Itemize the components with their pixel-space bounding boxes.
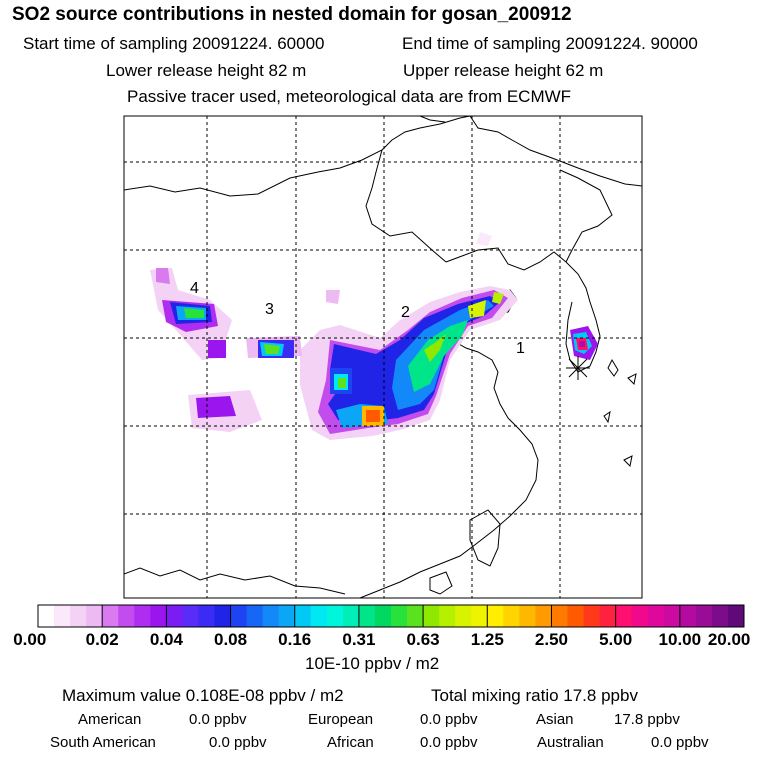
colorbar-cell (262, 605, 280, 627)
colorbar-cell (358, 605, 376, 627)
colorbar-cell (374, 605, 392, 627)
colorbar-cell (647, 605, 665, 627)
colorbar-cell (198, 605, 215, 627)
total-mixing-ratio-text: Total mixing ratio 17.8 ppbv (431, 686, 638, 705)
colorbar-cell (583, 605, 601, 627)
maximum-value-text: Maximum value 0.108E-08 ppbv / m2 (62, 686, 344, 705)
colorbar-cell (503, 605, 520, 627)
coastline-borders (124, 116, 642, 598)
asian-value: 17.8 ppbv (614, 711, 680, 728)
colorbar-cell (54, 605, 71, 627)
graticule-grid (124, 116, 642, 598)
colorbar-cell (455, 605, 472, 627)
colorbar-cell (310, 605, 328, 627)
colorbar-tick-label: 1.25 (470, 630, 504, 649)
colorbar-cell (391, 605, 408, 627)
colorbar-tick-label: 5.00 (599, 630, 633, 649)
australian-label: Australian (537, 734, 604, 751)
south-american-value: 0.0 ppbv (209, 734, 267, 751)
colorbar-cell (471, 605, 488, 627)
colorbar-frame (37, 604, 745, 628)
european-label: European (308, 711, 374, 728)
colorbar-cell (246, 605, 264, 627)
colorbar-cell (423, 605, 440, 627)
colorbar-cell (487, 605, 504, 627)
colorbar-tick-label: 2.50 (534, 630, 568, 649)
colorbar-cell (407, 605, 424, 627)
colorbar-cell (631, 605, 649, 627)
south-american-label: South American (50, 734, 156, 751)
colorbar-cell (70, 605, 87, 627)
colorbar-cell (326, 605, 344, 627)
colorbar-tick-label: 20.00 (707, 630, 751, 649)
colorbar-cell (615, 605, 633, 627)
asian-label: Asian (536, 711, 574, 728)
region-label-2: 2 (401, 304, 410, 321)
region-label-3: 3 (265, 301, 274, 318)
end-sampling-text: End time of sampling 20091224. 90000 (402, 34, 698, 53)
european-value: 0.0 ppbv (420, 711, 478, 728)
colorbar-cell (166, 605, 183, 627)
colorbar-cell (342, 605, 360, 627)
colorbar-cell (599, 605, 617, 627)
colorbar-tick-label: 0.08 (213, 630, 248, 649)
american-label: American (78, 711, 142, 728)
colorbar-cell (439, 605, 456, 627)
colorbar-cell (711, 605, 729, 627)
region-label-4: 4 (190, 280, 199, 297)
colorbar-tick-label: 0.02 (85, 630, 119, 649)
colorbar-cell (727, 605, 745, 627)
colorbar-cell (102, 605, 119, 627)
lower-release-text: Lower release height 82 m (106, 61, 307, 80)
colorbar-cell (567, 605, 585, 627)
american-value: 0.0 ppbv (189, 711, 247, 728)
colorbar-unit: 10E-10 ppbv / m2 (305, 654, 440, 673)
tracer-note-text: Passive tracer used, meteorological data… (127, 87, 572, 106)
colorbar-cell (230, 605, 248, 627)
colorbar-tick-label: 0.63 (406, 630, 440, 649)
african-label: African (327, 734, 374, 751)
colorbar-cell (182, 605, 199, 627)
colorbar-tick-label: 0.16 (278, 630, 312, 649)
upper-release-text: Upper release height 62 m (403, 61, 604, 80)
colorbar-cell (38, 605, 55, 627)
receptor-asterisk-marker (566, 356, 590, 380)
start-sampling-text: Start time of sampling 20091224. 60000 (23, 34, 325, 53)
australian-value: 0.0 ppbv (651, 734, 709, 751)
colorbar-cell (695, 605, 713, 627)
colorbar-cell (551, 605, 568, 627)
african-value: 0.0 ppbv (420, 734, 478, 751)
colorbar-cell (294, 605, 312, 627)
colorbar-cell (679, 605, 697, 627)
colorbar-cell (214, 605, 232, 627)
colorbar-cells (38, 605, 745, 627)
colorbar-tick-label: 0.31 (342, 630, 376, 649)
colorbar-tick-label: 0.00 (13, 630, 47, 649)
region-label-1: 1 (516, 340, 525, 357)
colorbar-tick-label: 10.00 (658, 630, 702, 649)
colorbar-cell (150, 605, 167, 627)
concentration-plume (150, 232, 598, 440)
map-frame (123, 115, 643, 599)
colorbar-cell (519, 605, 536, 627)
colorbar-cell (535, 605, 552, 627)
colorbar-cell (278, 605, 296, 627)
colorbar-cell (134, 605, 151, 627)
colorbar-cell (86, 605, 103, 627)
colorbar-tick-label: 0.04 (149, 630, 183, 649)
colorbar-cell (118, 605, 135, 627)
colorbar-cell (663, 605, 681, 627)
figure-title: SO2 source contributions in nested domai… (12, 4, 572, 25)
